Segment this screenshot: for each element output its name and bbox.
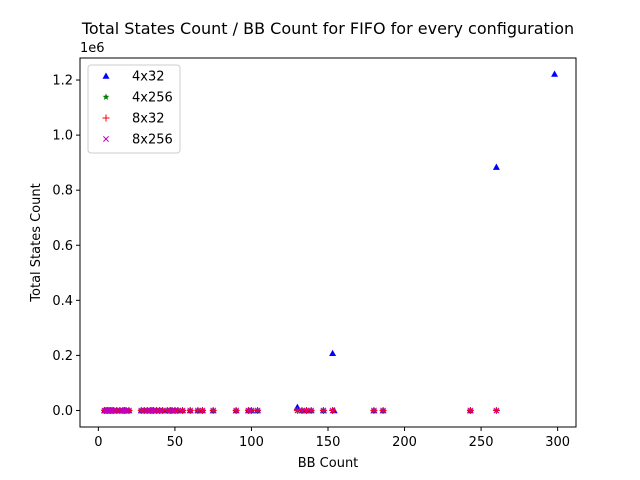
point-8x256-10	[121, 407, 128, 414]
point-8x256-21	[159, 407, 166, 414]
y-axis-label: Total States Count	[29, 183, 44, 302]
y-tick-label: 0.4	[52, 294, 73, 309]
legend-marker-4x256	[102, 93, 110, 100]
point-8x256-39	[308, 407, 315, 414]
y-tick-label: 1.0	[52, 129, 73, 144]
point-8x256-23	[167, 407, 174, 414]
plot-area	[100, 70, 559, 414]
point-8x256-41	[329, 407, 336, 414]
point-8x256-31	[210, 407, 217, 414]
x-tick-label: 250	[469, 435, 494, 450]
legend-label-4x256: 4x256	[132, 91, 173, 106]
point-8x256-42	[370, 407, 377, 414]
point-8x256-27	[179, 407, 186, 414]
point-8x256-17	[148, 407, 155, 414]
point-8x256-34	[248, 407, 255, 414]
series-8x256	[101, 407, 500, 414]
y-offset-label: 1e6	[80, 41, 105, 56]
point-8x256-26	[174, 407, 181, 414]
legend-label-4x32: 4x32	[132, 70, 165, 85]
legend-marker-4x32	[102, 72, 110, 79]
legend-marker-8x256	[103, 136, 109, 142]
y-tick-label: 0.0	[52, 404, 73, 419]
point-8x256-5	[109, 407, 116, 414]
point-8x256-37	[298, 407, 305, 414]
point-8x256-12	[126, 407, 132, 414]
y-tick-label: 0.6	[52, 239, 73, 254]
point-8x256-32	[233, 407, 240, 414]
point-8x256-44	[467, 407, 474, 414]
legend-label-8x32: 8x32	[132, 112, 165, 127]
y-tick-label: 1.2	[52, 74, 73, 89]
x-tick-label: 300	[545, 435, 570, 450]
x-axis: 0 50 100 150 200 250 300	[94, 427, 570, 450]
x-tick-label: 200	[392, 435, 417, 450]
point-8x256-43	[380, 407, 387, 414]
x-tick-label: 0	[94, 435, 102, 450]
point-8x256-29	[194, 407, 201, 414]
point-4x32-46	[492, 163, 500, 170]
point-8x256-35	[254, 407, 261, 414]
x-axis-label: BB Count	[298, 456, 359, 471]
point-8x256-28	[187, 407, 194, 414]
x-tick-label: 50	[167, 435, 184, 450]
y-tick-label: 0.8	[52, 184, 73, 199]
chart-title: Total States Count / BB Count for FIFO f…	[81, 19, 574, 38]
legend: 4x32 4x256 8x32 8x256	[87, 64, 181, 154]
legend-box	[87, 64, 181, 154]
point-8x256-30	[199, 407, 206, 414]
point-8x256-40	[320, 407, 327, 414]
legend-label-8x256: 8x256	[132, 133, 173, 148]
y-axis: 0.0 0.2 0.4 0.6 0.8 1.0 1.2	[52, 74, 80, 419]
x-tick-label: 150	[316, 435, 341, 450]
legend-marker-8x32	[102, 114, 110, 122]
point-4x32-41	[329, 349, 337, 356]
y-tick-label: 0.2	[52, 349, 73, 364]
point-4x32-47	[551, 70, 559, 77]
point-8x256-45	[493, 407, 500, 414]
point-8x256-36	[294, 407, 301, 414]
point-8x256-38	[303, 407, 310, 414]
x-tick-label: 100	[239, 435, 264, 450]
